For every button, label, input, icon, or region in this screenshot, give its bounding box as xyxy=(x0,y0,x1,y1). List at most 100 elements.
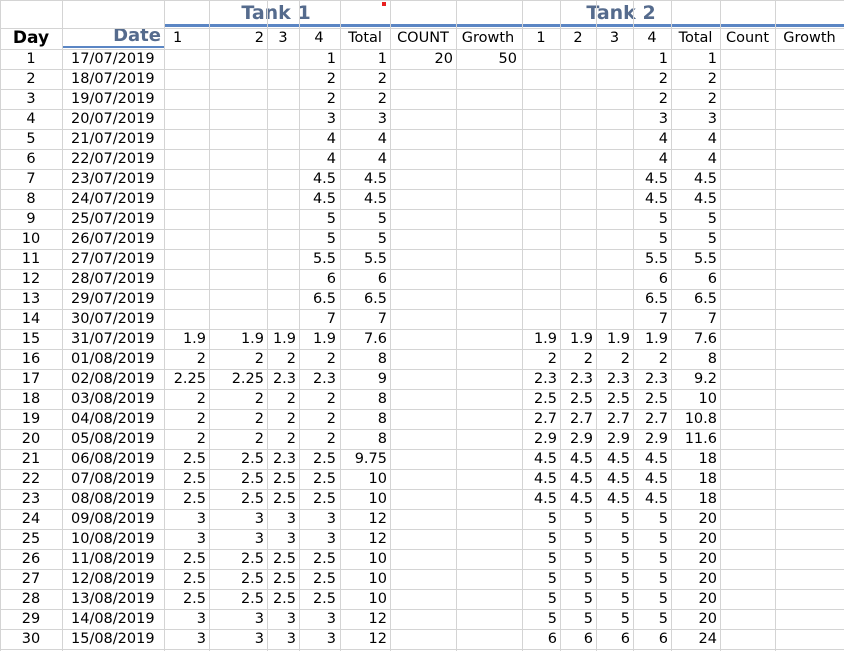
value-cell[interactable] xyxy=(209,289,267,309)
value-cell[interactable] xyxy=(456,289,520,309)
value-cell[interactable] xyxy=(209,129,267,149)
value-cell[interactable]: 3 xyxy=(286,531,296,547)
date-cell[interactable]: 04/08/2019 xyxy=(71,411,155,427)
value-cell[interactable] xyxy=(390,269,456,289)
value-cell[interactable]: 5 xyxy=(620,591,630,607)
value-cell[interactable]: 4 xyxy=(707,131,717,147)
value-cell[interactable] xyxy=(596,109,633,129)
value-cell[interactable]: 4.5 xyxy=(606,491,630,507)
value-cell[interactable]: 2 xyxy=(326,411,336,427)
value-cell[interactable]: 11.6 xyxy=(684,431,717,447)
value-cell[interactable]: 6 xyxy=(707,271,717,287)
col-header[interactable]: 1 xyxy=(173,30,183,46)
value-cell[interactable] xyxy=(390,229,456,249)
value-cell[interactable]: 2 xyxy=(196,351,206,367)
value-cell[interactable]: 5 xyxy=(547,531,557,547)
value-cell[interactable] xyxy=(720,209,775,229)
value-cell[interactable]: 4 xyxy=(377,131,387,147)
value-cell[interactable]: 2.9 xyxy=(606,431,630,447)
value-cell[interactable]: 4 xyxy=(326,131,336,147)
value-cell[interactable]: 2 xyxy=(326,71,336,87)
value-cell[interactable]: 4.5 xyxy=(693,171,717,187)
value-cell[interactable] xyxy=(209,309,267,329)
value-cell[interactable]: 2.3 xyxy=(569,371,593,387)
col-header[interactable]: COUNT xyxy=(397,30,449,46)
value-cell[interactable] xyxy=(522,129,560,149)
value-cell[interactable] xyxy=(596,149,633,169)
value-cell[interactable]: 4.5 xyxy=(644,171,668,187)
value-cell[interactable] xyxy=(456,129,520,149)
value-cell[interactable]: 5 xyxy=(658,231,668,247)
value-cell[interactable] xyxy=(390,289,456,309)
day-cell[interactable]: 2 xyxy=(26,71,36,87)
value-cell[interactable]: 20 xyxy=(698,611,717,627)
day-cell[interactable]: 21 xyxy=(21,451,41,467)
value-cell[interactable]: 18 xyxy=(698,471,717,487)
value-cell[interactable] xyxy=(164,89,209,109)
value-cell[interactable]: 7 xyxy=(377,311,387,327)
date-cell[interactable]: 05/08/2019 xyxy=(71,431,155,447)
value-cell[interactable]: 5 xyxy=(620,571,630,587)
value-cell[interactable]: 2 xyxy=(658,351,668,367)
value-cell[interactable]: 20 xyxy=(698,551,717,567)
value-cell[interactable]: 1.9 xyxy=(312,331,336,347)
value-cell[interactable]: 5 xyxy=(658,511,668,527)
value-cell[interactable] xyxy=(209,169,267,189)
value-cell[interactable]: 1.9 xyxy=(182,331,206,347)
value-cell[interactable] xyxy=(164,229,209,249)
value-cell[interactable] xyxy=(390,169,456,189)
value-cell[interactable]: 2.5 xyxy=(569,391,593,407)
date-cell[interactable]: 25/07/2019 xyxy=(71,211,155,227)
value-cell[interactable]: 5 xyxy=(583,511,593,527)
value-cell[interactable]: 4.5 xyxy=(644,471,668,487)
value-cell[interactable]: 10 xyxy=(698,391,717,407)
value-cell[interactable] xyxy=(456,509,520,529)
value-cell[interactable] xyxy=(267,69,299,89)
value-cell[interactable] xyxy=(720,589,775,609)
value-cell[interactable]: 2.7 xyxy=(569,411,593,427)
day-cell[interactable]: 11 xyxy=(21,251,41,267)
day-cell[interactable]: 6 xyxy=(26,151,36,167)
value-cell[interactable] xyxy=(390,489,456,509)
value-cell[interactable] xyxy=(560,149,596,169)
value-cell[interactable] xyxy=(390,389,456,409)
value-cell[interactable] xyxy=(720,109,775,129)
value-cell[interactable]: 10 xyxy=(368,551,387,567)
value-cell[interactable]: 6 xyxy=(658,271,668,287)
value-cell[interactable] xyxy=(596,289,633,309)
value-cell[interactable]: 2.3 xyxy=(644,371,668,387)
value-cell[interactable]: 4.5 xyxy=(312,191,336,207)
value-cell[interactable] xyxy=(720,449,775,469)
value-cell[interactable]: 5 xyxy=(620,531,630,547)
value-cell[interactable] xyxy=(390,349,456,369)
value-cell[interactable]: 5.5 xyxy=(363,251,387,267)
value-cell[interactable]: 8 xyxy=(377,411,387,427)
value-cell[interactable]: 20 xyxy=(698,591,717,607)
value-cell[interactable]: 3 xyxy=(326,511,336,527)
value-cell[interactable]: 2.5 xyxy=(272,551,296,567)
value-cell[interactable] xyxy=(456,549,520,569)
value-cell[interactable]: 5 xyxy=(658,211,668,227)
value-cell[interactable] xyxy=(456,429,520,449)
value-cell[interactable] xyxy=(522,69,560,89)
day-cell[interactable]: 23 xyxy=(21,491,41,507)
value-cell[interactable]: 9.2 xyxy=(693,371,717,387)
col-header[interactable]: 1 xyxy=(536,30,546,46)
value-cell[interactable]: 1 xyxy=(707,51,717,67)
value-cell[interactable] xyxy=(596,169,633,189)
date-cell[interactable]: 23/07/2019 xyxy=(71,171,155,187)
value-cell[interactable]: 2.7 xyxy=(644,411,668,427)
value-cell[interactable] xyxy=(720,69,775,89)
value-cell[interactable] xyxy=(267,129,299,149)
day-cell[interactable]: 18 xyxy=(21,391,41,407)
value-cell[interactable] xyxy=(720,129,775,149)
day-cell[interactable]: 20 xyxy=(21,431,41,447)
date-cell[interactable]: 20/07/2019 xyxy=(71,111,155,127)
value-cell[interactable]: 4.5 xyxy=(606,471,630,487)
col-header[interactable]: Total xyxy=(348,30,382,46)
value-cell[interactable]: 2.5 xyxy=(240,571,264,587)
day-cell[interactable]: 19 xyxy=(21,411,41,427)
col-header[interactable]: 3 xyxy=(278,30,288,46)
value-cell[interactable]: 4.5 xyxy=(644,451,668,467)
value-cell[interactable]: 5 xyxy=(583,611,593,627)
